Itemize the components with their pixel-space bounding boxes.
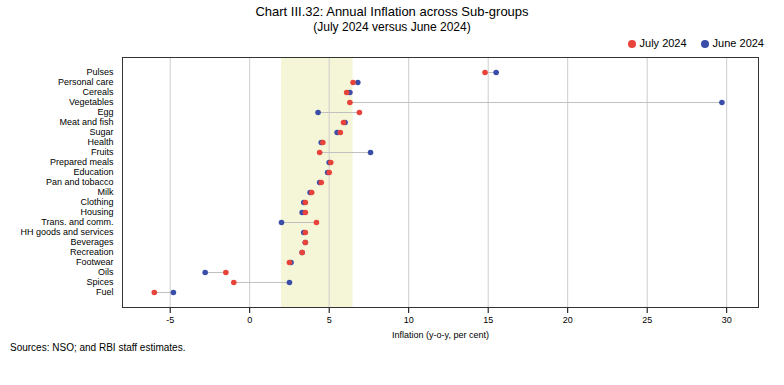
svg-text:Egg: Egg — [97, 107, 113, 117]
svg-text:Clothing: Clothing — [80, 197, 113, 207]
svg-text:Housing: Housing — [80, 207, 113, 217]
html-text:(July 2024 versus June 2024): (July 2024 versus June 2024) — [313, 20, 471, 34]
svg-text:Prepared meals: Prepared meals — [50, 157, 114, 167]
svg-text:Personal care: Personal care — [58, 77, 114, 87]
svg-text:Oils: Oils — [98, 267, 114, 277]
svg-text:0: 0 — [247, 315, 252, 325]
svg-text:Education: Education — [73, 167, 113, 177]
svg-text:Vegetables: Vegetables — [69, 97, 114, 107]
svg-text:Trans. and comm.: Trans. and comm. — [41, 217, 113, 227]
svg-text:30: 30 — [722, 315, 732, 325]
svg-text:20: 20 — [563, 315, 573, 325]
html-text:July 2024: July 2024 — [639, 37, 687, 49]
svg-text:5: 5 — [327, 315, 332, 325]
svg-text:Spices: Spices — [86, 277, 114, 287]
svg-text:Pulses: Pulses — [86, 67, 114, 77]
svg-text:Meat and fish: Meat and fish — [59, 117, 113, 127]
svg-text:10: 10 — [404, 315, 414, 325]
svg-text:Footwear: Footwear — [76, 257, 114, 267]
svg-text:25: 25 — [642, 315, 652, 325]
svg-text:Beverages: Beverages — [70, 237, 114, 247]
svg-text:-5: -5 — [166, 315, 174, 325]
svg-text:Inflation (y-o-y, per cent): Inflation (y-o-y, per cent) — [392, 330, 489, 340]
svg-text:Pan and tobacco: Pan and tobacco — [46, 177, 114, 187]
svg-text:HH goods and services: HH goods and services — [20, 227, 114, 237]
html-text:Sources: NSO; and RBI staff es: Sources: NSO; and RBI staff estimates. — [10, 342, 186, 353]
svg-text:Recreation: Recreation — [70, 247, 114, 257]
html-text:June 2024: June 2024 — [712, 37, 764, 49]
svg-text:Cereals: Cereals — [82, 87, 114, 97]
svg-text:Fuel: Fuel — [96, 287, 114, 297]
svg-text:Sugar: Sugar — [89, 127, 113, 137]
html-text:Chart III.32: Annual Inflation: Chart III.32: Annual Inflation across Su… — [255, 4, 529, 19]
svg-text:Fruits: Fruits — [91, 147, 114, 157]
svg-text:Milk: Milk — [98, 187, 114, 197]
svg-text:Health: Health — [87, 137, 113, 147]
svg-text:15: 15 — [483, 315, 493, 325]
